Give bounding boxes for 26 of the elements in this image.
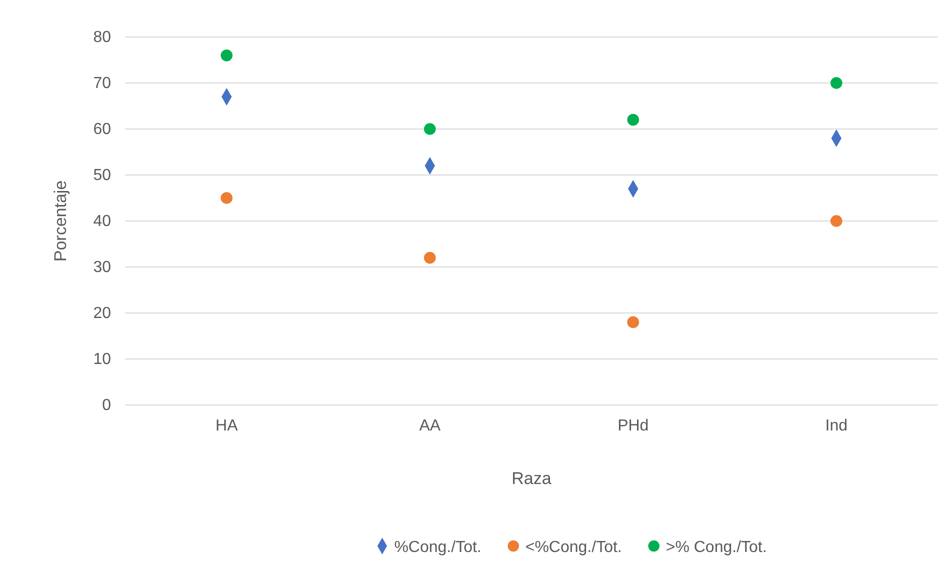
x-tick-label: PHd: [618, 417, 649, 434]
point: [220, 192, 233, 204]
y-tick-label: 50: [93, 167, 112, 184]
y-tick-label: 60: [93, 121, 112, 138]
point: [830, 77, 842, 89]
x-axis-title: Raza: [512, 469, 552, 488]
y-tick-label: 80: [93, 29, 112, 46]
y-tick-label: 30: [93, 259, 112, 276]
x-tick-label: AA: [419, 417, 441, 434]
point: [424, 252, 436, 264]
point: [830, 215, 842, 227]
point: [220, 49, 233, 62]
x-tick-label: Ind: [825, 417, 848, 434]
legend-label: %Cong./Tot.: [394, 539, 482, 556]
legend-label: >% Cong./Tot.: [666, 539, 767, 556]
y-tick-label: 40: [93, 213, 112, 230]
y-axis-title: Porcentaje: [51, 180, 70, 262]
point: [424, 123, 436, 135]
x-tick-label: HA: [216, 417, 238, 434]
y-tick-label: 20: [93, 305, 112, 322]
y-tick-label: 10: [93, 351, 112, 368]
point: [627, 316, 640, 328]
y-tick-label: 0: [102, 397, 112, 414]
legend-label: <%Cong./Tot.: [525, 539, 622, 556]
point: [627, 114, 640, 126]
y-tick-label: 70: [93, 75, 112, 92]
